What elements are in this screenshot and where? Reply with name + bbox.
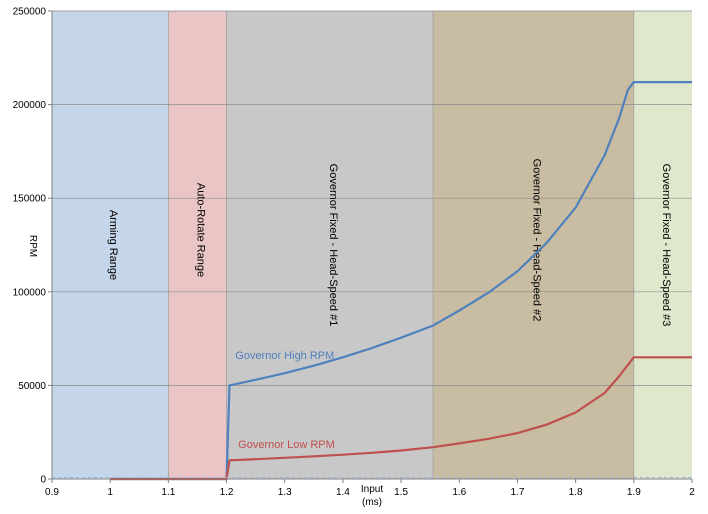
region-label-1: Auto-Rotate Range <box>194 183 206 277</box>
x-tick-label-1: 1 <box>107 487 113 498</box>
series-layer: Governor High RPM Governor Low RPM <box>110 80 692 481</box>
x-tick-label-9: 1.8 <box>569 487 583 498</box>
region-label-4: Governor Fixed - Head-Speed #3 <box>660 164 672 327</box>
y-tick-label-0: 0 <box>40 475 46 486</box>
y-axis-label: RPM <box>27 235 38 257</box>
region-labels-layer: Arming Range Auto-Rotate Range Governor Fi… <box>107 159 672 327</box>
region-label-0: Arming Range <box>107 210 119 280</box>
x-tick-label-7: 1.6 <box>452 487 466 498</box>
region-label-3: Governor Fixed - Head-Speed #2 <box>530 159 542 322</box>
x-tick-label-5: 1.4 <box>336 487 350 498</box>
series-label-1: Governor Low RPM <box>238 439 335 451</box>
x-axis-label-line2: (ms) <box>362 497 382 508</box>
y-tick-label-3: 150000 <box>13 194 47 205</box>
series-line-1 <box>110 356 692 481</box>
y-tick-labels: 0 50000 100000 150000 200000 250000 <box>13 7 47 486</box>
x-tick-label-4: 1.3 <box>278 487 292 498</box>
x-axis-label-line1: Input <box>361 484 383 495</box>
axes-layer <box>48 10 693 483</box>
x-tick-label-11: 2 <box>689 487 695 498</box>
y-tick-label-2: 100000 <box>13 287 47 298</box>
regions-layer <box>52 11 692 479</box>
region-label-2: Governor Fixed - Head-Speed #1 <box>327 164 339 327</box>
series-line-0 <box>110 80 692 481</box>
region-band-3 <box>433 11 634 479</box>
region-band-0 <box>52 11 169 479</box>
x-tick-label-3: 1.2 <box>220 487 234 498</box>
y-tick-label-4: 200000 <box>13 100 47 111</box>
x-tick-label-6: 1.5 <box>394 487 408 498</box>
y-tick-label-1: 50000 <box>18 381 46 392</box>
region-band-2 <box>226 11 434 479</box>
series-label-0: Governor High RPM <box>235 350 334 362</box>
region-band-1 <box>168 11 227 479</box>
x-tick-label-0: 0.9 <box>45 487 59 498</box>
region-band-4 <box>633 11 692 479</box>
x-tick-label-2: 1.1 <box>161 487 175 498</box>
x-tick-label-10: 1.9 <box>627 487 641 498</box>
gridlines-layer <box>52 10 692 386</box>
x-tick-label-8: 1.7 <box>511 487 525 498</box>
x-tick-labels: 0.9 1 1.1 1.2 1.3 1.4 1.5 1.6 1.7 1.8 1.9 2 <box>45 487 695 498</box>
y-tick-label-5: 250000 <box>13 7 47 18</box>
